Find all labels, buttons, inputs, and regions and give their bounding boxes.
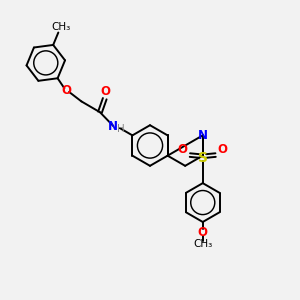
Text: O: O	[198, 226, 208, 239]
Text: H: H	[117, 124, 125, 134]
Text: CH₃: CH₃	[193, 239, 212, 249]
Text: O: O	[101, 85, 111, 98]
Text: S: S	[198, 151, 208, 165]
Text: N: N	[198, 129, 208, 142]
Text: CH₃: CH₃	[51, 22, 70, 32]
Text: O: O	[218, 143, 228, 156]
Text: N: N	[108, 120, 118, 133]
Text: O: O	[178, 143, 188, 156]
Text: O: O	[62, 84, 72, 97]
